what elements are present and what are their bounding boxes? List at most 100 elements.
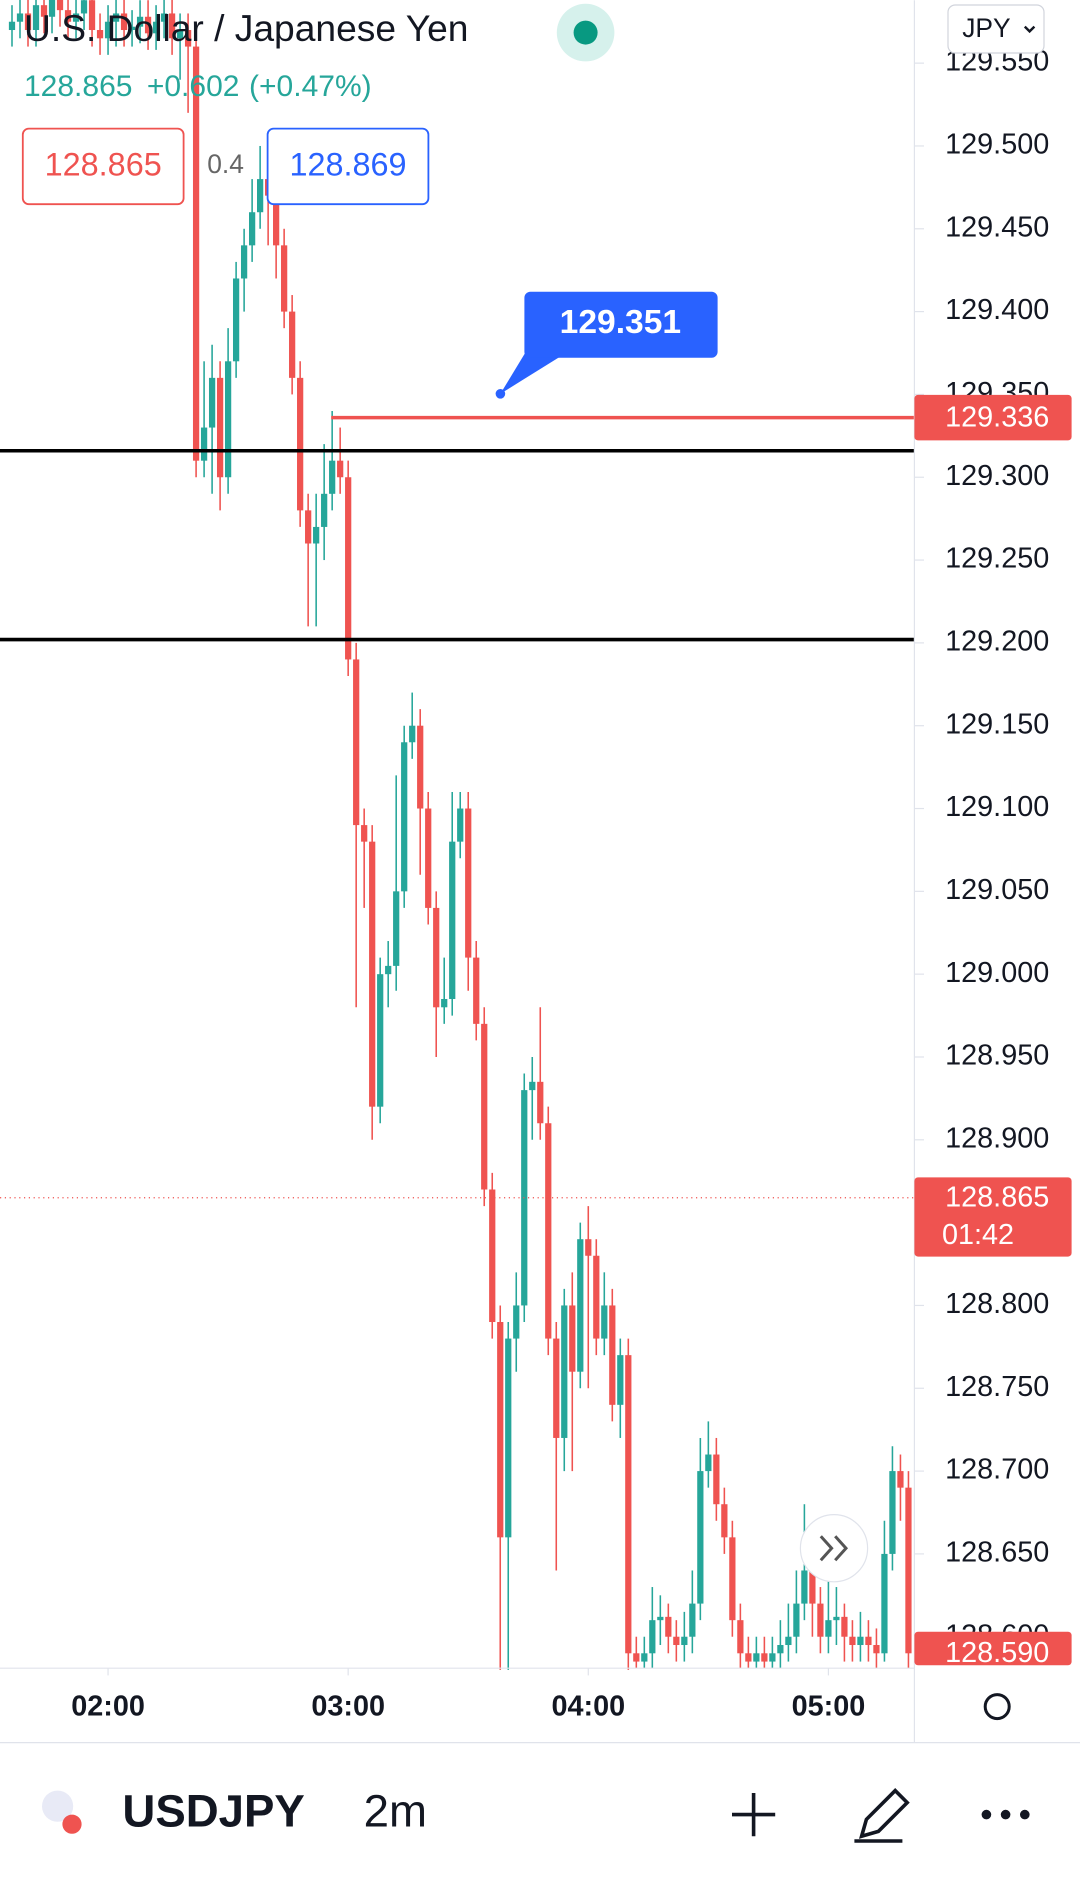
scroll-icon xyxy=(819,1535,849,1562)
candle-body xyxy=(777,1645,784,1654)
candle-body xyxy=(585,1239,592,1256)
candle-body xyxy=(128,26,136,31)
candle-body xyxy=(184,30,192,47)
candle-body xyxy=(289,311,296,378)
candle-body xyxy=(297,377,304,511)
currency[interactable]: JPY xyxy=(962,13,1011,43)
candle-body xyxy=(8,21,16,31)
candle-body xyxy=(16,13,24,22)
candle-body xyxy=(553,1338,560,1438)
add-icon[interactable] xyxy=(732,1793,776,1837)
candle-body xyxy=(425,808,432,908)
candle-body xyxy=(689,1603,696,1637)
candle-body xyxy=(120,13,128,31)
candle-body xyxy=(713,1454,720,1505)
currency-button[interactable] xyxy=(947,4,1045,54)
sell-price[interactable]: 128.865 xyxy=(45,147,162,183)
y-tick-label: 129.400 xyxy=(945,294,1049,326)
candle-body xyxy=(433,907,440,1008)
x-tick-label: 02:00 xyxy=(71,1690,145,1722)
callout-pointer xyxy=(500,348,564,394)
y-tick-label: 129.500 xyxy=(945,129,1049,161)
candle-body xyxy=(409,725,416,743)
y-tick-label: 129.100 xyxy=(945,791,1049,823)
candle-body xyxy=(729,1537,736,1621)
candle-body xyxy=(473,957,480,1024)
candle-body xyxy=(401,742,408,892)
candle-body xyxy=(529,1081,536,1091)
buy-button[interactable] xyxy=(266,127,430,206)
toolbar-symbol[interactable]: USDJPY xyxy=(122,1786,304,1837)
candle-body xyxy=(176,30,184,39)
candle-body xyxy=(48,0,56,17)
candle-body xyxy=(24,13,32,31)
buy-price[interactable]: 128.869 xyxy=(289,147,406,183)
candle-body xyxy=(857,1636,864,1646)
y-tick-label: 128.650 xyxy=(945,1537,1049,1569)
x-tick-label: 04:00 xyxy=(551,1690,625,1722)
candle-body xyxy=(897,1471,904,1488)
currency-chevron xyxy=(1023,25,1036,34)
candle-body xyxy=(609,1305,616,1405)
candle-body xyxy=(881,1553,888,1654)
alert-price-box xyxy=(914,394,1072,441)
price-line: 128.865 +0.602 (+0.47%) xyxy=(24,70,372,103)
y-tick-label: 128.800 xyxy=(945,1288,1049,1320)
alert-price-label: 129.336 xyxy=(945,401,1049,433)
candle-body xyxy=(497,1322,504,1538)
y-tick-label: 129.250 xyxy=(945,543,1049,575)
candle-body xyxy=(160,13,168,22)
candle-body xyxy=(793,1603,800,1637)
flag-icon xyxy=(42,1790,74,1822)
candle-body xyxy=(200,427,208,461)
candle-body xyxy=(489,1189,496,1323)
y-tick-label: 128.750 xyxy=(945,1371,1049,1403)
candle-body xyxy=(305,510,312,544)
settings-icon[interactable] xyxy=(983,1693,1011,1721)
market-status-dot xyxy=(573,20,598,45)
flag-icon-badge xyxy=(62,1814,82,1834)
candle-body xyxy=(537,1081,544,1124)
more-icon[interactable] xyxy=(981,1809,1030,1820)
candle-body xyxy=(809,1570,816,1604)
candle-body xyxy=(481,1023,488,1190)
candle-body xyxy=(40,5,48,17)
candle-body xyxy=(249,212,256,246)
scroll-button[interactable] xyxy=(799,1514,869,1583)
candle-body xyxy=(569,1305,576,1372)
candle-body xyxy=(56,0,64,11)
candle-body xyxy=(601,1305,608,1339)
x-tick-label: 05:00 xyxy=(792,1690,866,1722)
candle-body xyxy=(593,1255,600,1339)
sell-button[interactable] xyxy=(21,127,185,206)
candle-body xyxy=(841,1616,848,1637)
candle-body xyxy=(465,808,472,958)
candle-body xyxy=(88,0,96,31)
candle-body xyxy=(345,477,352,660)
draw-icon[interactable] xyxy=(854,1788,910,1843)
candle-body xyxy=(657,1616,664,1621)
y-tick-label: 129.450 xyxy=(945,211,1049,243)
candle-body xyxy=(753,1653,760,1662)
price: 128.865 xyxy=(24,70,132,103)
candle-body xyxy=(649,1620,656,1654)
candle-body xyxy=(889,1471,896,1554)
callout-dot xyxy=(495,389,506,399)
candle-body xyxy=(825,1620,832,1637)
toolbar-interval[interactable]: 2m xyxy=(364,1786,427,1837)
candle-body xyxy=(72,13,80,22)
candle-body xyxy=(849,1636,856,1646)
candle-body xyxy=(721,1504,728,1538)
candle-body xyxy=(441,999,448,1008)
candle-body xyxy=(673,1636,680,1646)
change-percent: (+0.47%) xyxy=(249,70,372,103)
close-price-label: 128.590 xyxy=(945,1637,1049,1669)
candle-body xyxy=(697,1471,704,1604)
y-tick-label: 129.300 xyxy=(945,460,1049,492)
callout-box xyxy=(524,291,718,358)
candle-body xyxy=(417,725,424,809)
candle-body xyxy=(633,1653,640,1662)
spread: 0.4 xyxy=(207,149,244,179)
